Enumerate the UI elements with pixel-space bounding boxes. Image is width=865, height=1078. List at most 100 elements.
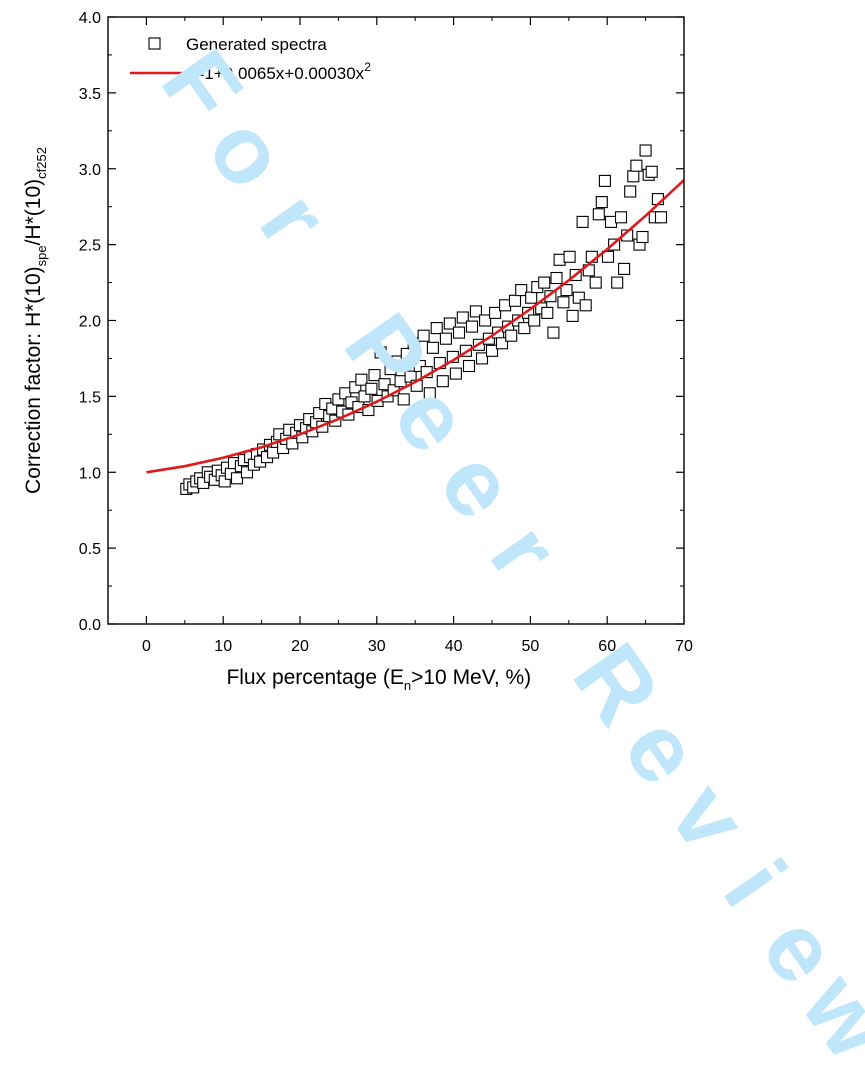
scatter-point <box>436 375 449 388</box>
scatter-point <box>439 332 452 345</box>
scatter-point <box>645 165 658 178</box>
plot-frame <box>107 16 685 625</box>
scatter-point <box>553 253 566 266</box>
y-tick-label: 2.0 <box>79 314 101 331</box>
scatter-point <box>462 359 476 373</box>
scatter-point <box>417 329 430 342</box>
scatter-point <box>595 196 608 209</box>
scatter-point <box>572 291 585 304</box>
scatter-point <box>479 314 492 327</box>
scatter-point <box>639 144 652 157</box>
scatter-point <box>630 159 643 172</box>
x-tick-label: 70 <box>675 638 693 655</box>
y-tick-label: 3.5 <box>79 86 101 103</box>
x-tick-label: 0 <box>142 638 151 655</box>
x-tick-label: 20 <box>291 638 309 655</box>
scatter-point <box>515 284 528 297</box>
scatter-point <box>522 306 535 319</box>
scatter-point <box>391 355 404 368</box>
scatter-point <box>614 211 628 224</box>
scatter-point <box>563 250 576 263</box>
axes: 0 10 20 30 40 50 60 70 0.0 0.5 1.0 1.5 2.0 2.5 3.0 3.5 4… <box>22 10 693 693</box>
scatter-point <box>624 185 637 198</box>
scatter-point <box>576 215 589 228</box>
scatter-point <box>547 326 560 339</box>
legend-label-fit: y=1+0.0065x+0.00030x2 <box>186 60 371 83</box>
scatter-point <box>541 306 554 319</box>
y-tick-label: 4.0 <box>79 10 101 27</box>
scatter-point <box>489 306 502 319</box>
scatter-point <box>394 375 407 388</box>
scatter-point <box>378 378 391 391</box>
scatter-point <box>423 387 436 400</box>
scatter-point <box>465 320 479 333</box>
y-tick-label: 3.0 <box>79 162 101 179</box>
scatter-point <box>579 299 592 312</box>
scatter-point <box>358 390 371 403</box>
scatter-point <box>240 466 254 479</box>
scatter-point <box>550 271 563 285</box>
scatter-point <box>400 347 413 360</box>
scatter-point <box>374 346 387 359</box>
scatter-point <box>365 382 378 395</box>
y-tick-label: 1.0 <box>79 465 101 482</box>
scatter-point <box>404 370 417 383</box>
plot-area <box>146 144 685 495</box>
x-tick-label: 60 <box>598 638 616 655</box>
scatter-point <box>505 329 518 342</box>
x-tick-label: 30 <box>368 638 386 655</box>
scatter-point <box>557 296 570 309</box>
scatter-point <box>267 446 280 459</box>
y-tick-label: 1.5 <box>79 389 101 406</box>
scatter-point <box>618 262 631 275</box>
scatter-point <box>636 230 649 244</box>
scatter-point <box>452 326 466 339</box>
scatter-point <box>443 317 456 330</box>
scatter-point <box>485 344 499 357</box>
scatter-point <box>528 314 541 327</box>
scatter-point <box>654 211 668 224</box>
x-tick-label: 50 <box>522 638 540 655</box>
scatter-point <box>508 294 522 307</box>
scatter-point <box>518 322 531 335</box>
scatter-point <box>368 369 381 382</box>
x-tick-label: 10 <box>214 638 232 655</box>
x-axis-title: Flux percentage (En>10 MeV, %) <box>226 666 531 693</box>
scatter-point <box>332 393 345 406</box>
scatter-point <box>538 276 551 289</box>
scatter-point <box>592 208 605 221</box>
scatter-point <box>627 170 640 183</box>
x-tick-label: 40 <box>445 638 463 655</box>
legend-label-generated-spectra: Generated spectra <box>186 35 327 54</box>
scatter-point <box>475 352 489 365</box>
scatter-point <box>560 284 573 297</box>
scatter-point <box>349 381 362 394</box>
scatter-point <box>525 291 538 304</box>
scatter-point <box>430 322 443 335</box>
scatter-point <box>397 393 410 406</box>
scatter-point <box>355 373 368 386</box>
y-tick-label: 0.5 <box>79 541 101 558</box>
scatter-point <box>598 174 611 187</box>
scatter-point <box>495 337 509 350</box>
scatter-point <box>544 290 557 303</box>
scatter-point <box>449 367 462 380</box>
scatter-point <box>566 309 579 322</box>
fit-line <box>146 179 685 474</box>
legend-square-marker <box>148 37 161 50</box>
scatter-point <box>407 337 420 350</box>
scatter-point <box>230 472 244 485</box>
legend: Generated spectra y=1+0.0065x+0.00030x2 <box>130 35 371 83</box>
scatter-point <box>384 363 397 376</box>
scatter-point <box>413 359 426 373</box>
scatter-point <box>218 475 231 488</box>
scatter-point <box>611 276 624 289</box>
scatter-point <box>456 311 469 324</box>
scatter-point <box>426 341 439 354</box>
scatter-point <box>604 215 618 228</box>
scatter-point <box>589 276 602 289</box>
y-tick-label: 0.0 <box>79 617 101 634</box>
scatter-point <box>469 305 482 318</box>
scatter-point <box>601 250 615 263</box>
